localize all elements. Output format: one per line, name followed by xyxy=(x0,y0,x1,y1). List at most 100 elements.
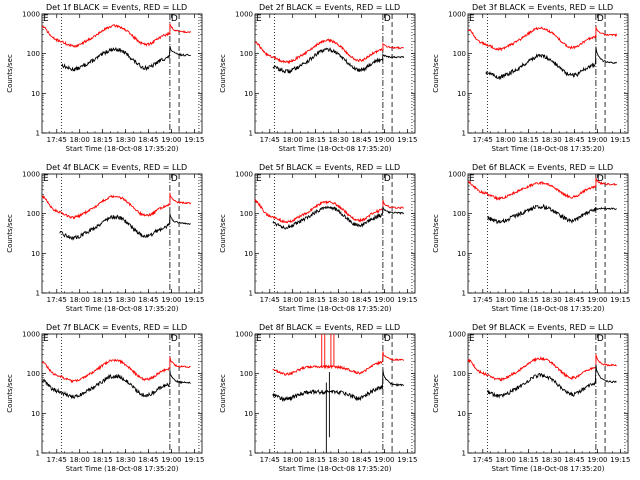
x-tick-label: 18:15 xyxy=(306,296,326,304)
plot-frame xyxy=(254,173,416,294)
x-tick-label: 18:30 xyxy=(115,456,135,464)
x-tick-label: 18:45 xyxy=(564,456,584,464)
x-tick-label: 17:45 xyxy=(473,136,493,144)
lld-series-line xyxy=(254,198,404,224)
lld-series-line xyxy=(41,23,191,48)
x-tick-label: 18:45 xyxy=(564,136,584,144)
y-tick-label: 1000 xyxy=(448,331,466,339)
x-tick-label: 18:00 xyxy=(283,136,303,144)
x-tick-label: 18:30 xyxy=(115,136,135,144)
y-tick-label: 10 xyxy=(244,410,253,418)
x-axis-label: Start Time (18-Oct-08 17:35:20) xyxy=(279,465,392,473)
plot-frame xyxy=(41,173,203,294)
x-tick-label: 17:45 xyxy=(473,296,493,304)
panel-title: Det 7f BLACK = Events, RED = LLD xyxy=(46,323,187,332)
y-axis-label: Counts/sec xyxy=(432,54,440,93)
x-tick-label: 17:45 xyxy=(260,456,280,464)
x-tick-label: 17:45 xyxy=(47,456,67,464)
x-tick-label: 18:30 xyxy=(541,456,561,464)
y-tick-label: 100 xyxy=(240,210,253,218)
x-tick-label: 18:45 xyxy=(351,296,371,304)
events-series-line xyxy=(59,213,191,241)
x-tick-label: 19:00 xyxy=(374,136,394,144)
x-tick-label: 18:30 xyxy=(328,136,348,144)
flag-e-label: E xyxy=(469,334,475,344)
lld-series-line xyxy=(467,354,617,382)
events-dropout xyxy=(325,372,330,453)
x-axis-label: Start Time (18-Oct-08 17:35:20) xyxy=(492,305,605,313)
x-tick-label: 17:45 xyxy=(260,136,280,144)
y-tick-label: 1 xyxy=(36,130,40,138)
x-tick-label: 18:00 xyxy=(496,296,516,304)
x-tick-label: 19:15 xyxy=(397,296,417,304)
x-tick-label: 17:45 xyxy=(473,456,493,464)
x-tick-label: 18:15 xyxy=(306,136,326,144)
lld-series-line xyxy=(254,38,404,65)
detector-panel-4: Det 4f BLACK = Events, RED = LLD 1 10 100 10… xyxy=(0,160,213,320)
y-axis-label: Counts/sec xyxy=(6,214,14,253)
x-tick-label: 18:45 xyxy=(351,136,371,144)
detector-panel-3: Det 3f BLACK = Events, RED = LLD 1 10 100 10… xyxy=(426,0,639,160)
y-tick-label: 10 xyxy=(31,250,40,258)
y-axis-label: Counts/sec xyxy=(219,374,227,413)
x-tick-label: 19:00 xyxy=(587,456,607,464)
y-axis-label: Counts/sec xyxy=(432,214,440,253)
y-tick-label: 1 xyxy=(249,450,253,458)
y-tick-label: 10 xyxy=(31,90,40,98)
plot-frame xyxy=(467,333,629,454)
panel-plot: Det 5f BLACK = Events, RED = LLD 1 10 100 10… xyxy=(219,163,417,313)
flag-d-label: D xyxy=(597,334,604,344)
panel-plot: Det 4f BLACK = Events, RED = LLD 1 10 100 10… xyxy=(6,163,204,313)
y-axis-label: Counts/sec xyxy=(219,214,227,253)
x-tick-label: 18:15 xyxy=(93,456,113,464)
x-tick-label: 18:00 xyxy=(70,456,90,464)
flag-e-label: E xyxy=(256,174,262,184)
y-tick-label: 1 xyxy=(249,130,253,138)
lld-spike xyxy=(330,334,335,367)
x-axis-label: Start Time (18-Oct-08 17:35:20) xyxy=(492,145,605,153)
panel-plot: Det 3f BLACK = Events, RED = LLD 1 10 100 10… xyxy=(432,3,630,153)
x-tick-label: 18:30 xyxy=(115,296,135,304)
y-tick-label: 100 xyxy=(27,50,40,58)
x-tick-label: 18:15 xyxy=(519,456,539,464)
y-tick-label: 1 xyxy=(249,290,253,298)
events-series-line xyxy=(487,364,617,399)
events-series-line xyxy=(485,46,618,81)
x-tick-label: 18:00 xyxy=(496,456,516,464)
x-tick-label: 18:30 xyxy=(541,296,561,304)
events-series-line xyxy=(487,203,617,225)
panel-title: Det 6f BLACK = Events, RED = LLD xyxy=(472,163,613,172)
x-tick-label: 19:15 xyxy=(610,456,630,464)
x-tick-label: 19:00 xyxy=(587,296,607,304)
panel-title: Det 9f BLACK = Events, RED = LLD xyxy=(472,323,613,332)
flag-e-label: E xyxy=(43,334,49,344)
panel-plot: Det 8f BLACK = Events, RED = LLD 1 10 100 10… xyxy=(219,323,417,473)
events-series-line xyxy=(272,369,405,402)
panel-title: Det 1f BLACK = Events, RED = LLD xyxy=(46,3,187,12)
x-tick-label: 18:30 xyxy=(328,456,348,464)
detector-panel-6: Det 6f BLACK = Events, RED = LLD 1 10 100 10… xyxy=(426,160,639,320)
y-tick-label: 1000 xyxy=(448,11,466,19)
flag-d-label: D xyxy=(171,334,178,344)
x-tick-label: 18:15 xyxy=(519,296,539,304)
x-tick-label: 19:15 xyxy=(184,136,204,144)
y-tick-label: 1 xyxy=(36,450,40,458)
lld-series-line xyxy=(467,26,618,52)
x-tick-label: 19:00 xyxy=(161,456,181,464)
x-tick-label: 19:00 xyxy=(374,456,394,464)
y-tick-label: 1000 xyxy=(448,171,466,179)
events-series-line xyxy=(41,370,191,400)
x-tick-label: 18:30 xyxy=(328,296,348,304)
det8-spikes xyxy=(321,334,335,453)
lld-series-line xyxy=(41,192,192,220)
flag-e-label: E xyxy=(256,334,262,344)
y-tick-label: 10 xyxy=(457,410,466,418)
x-tick-label: 18:00 xyxy=(283,456,303,464)
x-tick-label: 17:45 xyxy=(47,296,67,304)
flag-d-label: D xyxy=(171,14,178,24)
flag-d-label: D xyxy=(171,174,178,184)
y-axis-label: Counts/sec xyxy=(219,54,227,93)
x-tick-label: 18:00 xyxy=(496,136,516,144)
x-tick-label: 18:15 xyxy=(93,136,113,144)
